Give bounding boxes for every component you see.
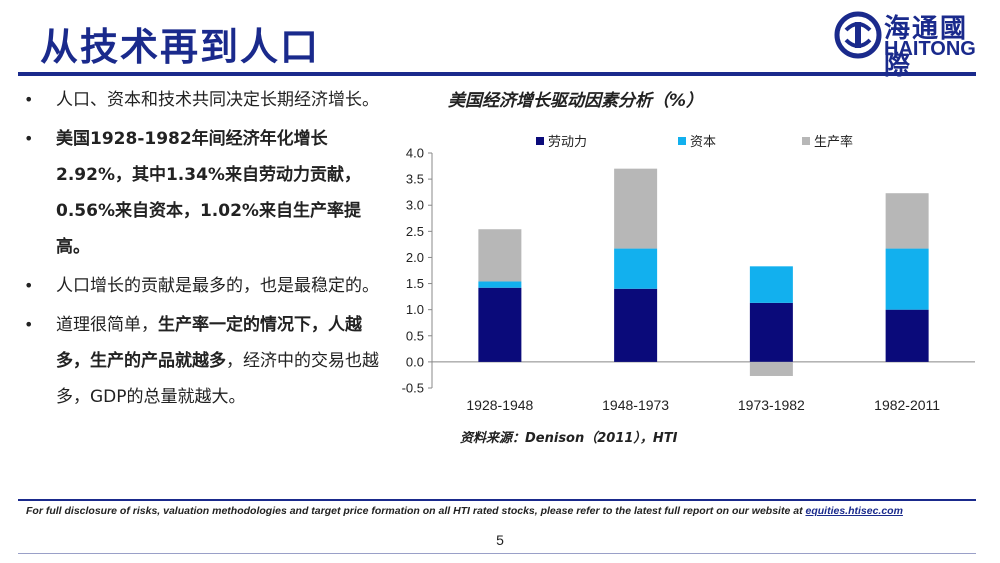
x-tick-label: 1928-1948	[466, 397, 533, 413]
bar-segment	[885, 248, 929, 310]
logo-chinese-name: 海通國際	[884, 14, 969, 81]
y-tick-label: 1.5	[406, 276, 424, 291]
bar-segment	[614, 288, 658, 362]
page-number: 5	[496, 532, 504, 548]
bar-segment	[478, 229, 522, 282]
chart-source: 资料来源：Denison（2011），HTI	[460, 431, 678, 446]
bar-segment	[478, 281, 522, 288]
bar-segment	[614, 168, 658, 249]
disclaimer-text: For full disclosure of risks, valuation …	[26, 505, 806, 517]
y-tick-label: 0.5	[406, 328, 424, 343]
bullet-text: 人口增长的贡献是最多的，也是最稳定的。	[56, 276, 379, 296]
website-link[interactable]: equities.htisec.com	[805, 505, 903, 517]
stacked-bar-chart: 4.0 3.5 3.0 2.5 2.0 1.5 1.0 0.5 0.0 -0.5 1928-1948…	[402, 134, 975, 413]
bullet-marker: •	[24, 129, 34, 148]
bullet-marker: •	[24, 276, 34, 295]
x-tick-label: 1973-1982	[738, 397, 805, 413]
legend-label: 资本	[690, 135, 716, 150]
chart-title: 美国经济增长驱动因素分析（%）	[448, 91, 704, 111]
bullet-marker: •	[24, 90, 34, 109]
x-tick-label: 1982-2011	[874, 397, 940, 413]
haitong-emblem-icon	[834, 11, 882, 59]
y-tick-label: 3.0	[406, 198, 424, 213]
bar-segment	[749, 266, 793, 303]
bullet-text: 人口、资本和技术共同决定长期经济增长。	[56, 90, 379, 110]
legend-label: 生产率	[814, 134, 853, 150]
bullet-text: 生产率一定的情况下，人越多，生产的产品就越多	[56, 315, 362, 371]
disclaimer: For full disclosure of risks, valuation …	[26, 505, 903, 517]
bar-segment	[749, 361, 793, 376]
footer-divider	[18, 499, 976, 501]
bullet-marker: •	[24, 315, 34, 334]
legend-swatch	[802, 137, 810, 145]
bar-segment	[885, 309, 929, 362]
bullet-list: • 人口、资本和技术共同决定长期经济增长。 • 美国1928-1982年间经济年化增长…	[22, 82, 382, 418]
page-title: 从技术再到人口	[40, 25, 321, 69]
y-tick-label: 1.0	[406, 302, 424, 317]
bar-segment	[885, 193, 929, 249]
y-tick-label: -0.5	[402, 381, 424, 396]
logo-english-name: HAITONG	[884, 38, 976, 60]
title-divider	[18, 72, 976, 76]
bar-segment	[749, 302, 793, 362]
bullet-item: • 人口增长的贡献是最多的，也是最稳定的。	[22, 268, 382, 304]
y-tick-label: 3.5	[406, 172, 424, 187]
bullet-text: ，经济中的交易也越多，GDP的总量就越大。	[56, 351, 379, 407]
y-tick-label: 0.0	[406, 354, 424, 369]
bar-segment	[478, 287, 522, 362]
bullet-item: • 美国1928-1982年间经济年化增长2.92%，其中1.34%来自劳动力贡献…	[22, 121, 382, 265]
bullet-item: • 人口、资本和技术共同决定长期经济增长。	[22, 82, 382, 118]
legend-label: 劳动力	[548, 134, 587, 150]
bullet-text: 道理很简单，	[56, 315, 158, 335]
bullet-text: 美国1928-1982年间经济年化增长2.92%，其中1.34%来自劳动力贡献，…	[56, 129, 361, 257]
x-tick-label: 1948-1973	[602, 397, 669, 413]
legend-swatch	[678, 137, 686, 145]
y-tick-label: 2.0	[406, 250, 424, 265]
bar-segment	[614, 248, 658, 289]
page-bottom-line	[18, 553, 976, 554]
bullet-item: • 道理很简单，生产率一定的情况下，人越多，生产的产品就越多，经济中的交易也越多，…	[22, 307, 382, 415]
y-tick-label: 2.5	[406, 224, 424, 239]
company-logo: 海通國際 HAITONG	[834, 6, 984, 81]
legend-swatch	[536, 137, 544, 145]
y-tick-label: 4.0	[406, 146, 424, 161]
